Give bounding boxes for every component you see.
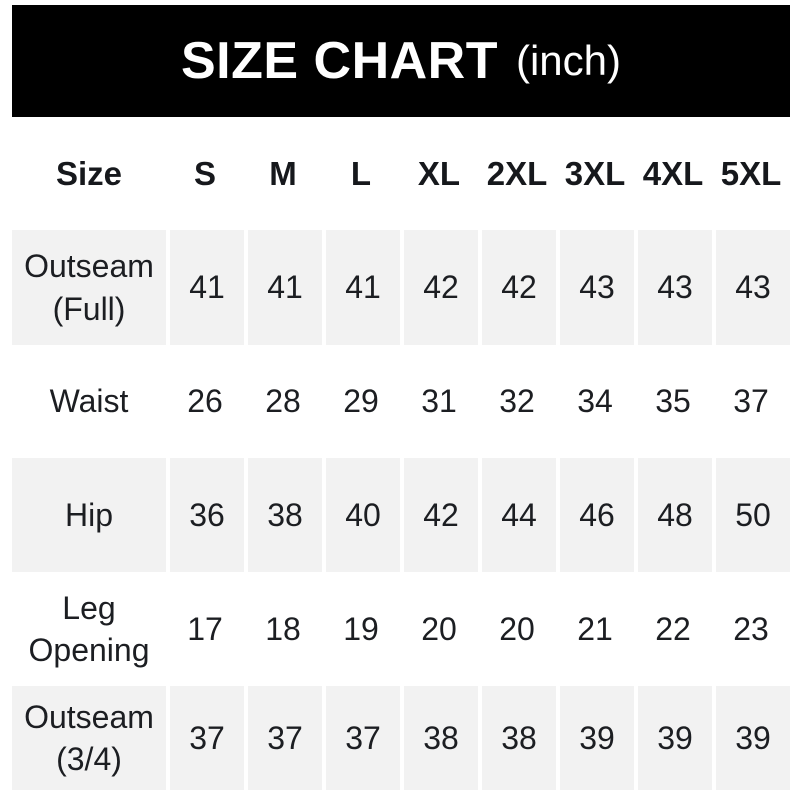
banner-unit-label: (inch)	[515, 37, 622, 84]
column-header-xl: XL	[417, 154, 461, 192]
cell-value: 41	[322, 230, 400, 345]
cell-value: 38	[244, 458, 322, 572]
cell-value: 26	[187, 383, 223, 420]
cell-value: 37	[244, 686, 322, 790]
cell-value: 20	[499, 610, 535, 647]
cell-value: 36	[166, 458, 244, 572]
table-row-hip: Hip 36 38 40 42 44 46 48 50	[12, 458, 790, 572]
cell-value: 29	[343, 383, 379, 420]
table-row-outseam-full: Outseam (Full) 41 41 41 42 42 43 43 43	[12, 230, 790, 345]
banner-title: SIZE CHART	[180, 32, 498, 90]
cell-value: 50	[712, 458, 790, 572]
cell-value: 43	[712, 230, 790, 345]
cell-value: 44	[478, 458, 556, 572]
column-header-s: S	[193, 154, 216, 192]
cell-value: 21	[577, 610, 613, 647]
cell-value: 43	[556, 230, 634, 345]
cell-value: 37	[322, 686, 400, 790]
cell-value: 42	[478, 230, 556, 345]
row-label: Waist	[49, 383, 129, 420]
cell-value: 48	[634, 458, 712, 572]
cell-value: 23	[733, 610, 769, 647]
cell-value: 31	[421, 383, 457, 420]
cell-value: 38	[478, 686, 556, 790]
cell-value: 28	[265, 383, 301, 420]
cell-value: 37	[166, 686, 244, 790]
cell-value: 19	[343, 610, 379, 647]
cell-value: 38	[400, 686, 478, 790]
cell-value: 39	[634, 686, 712, 790]
cell-value: 41	[244, 230, 322, 345]
column-header-m: M	[269, 154, 297, 192]
cell-value: 39	[712, 686, 790, 790]
cell-value: 46	[556, 458, 634, 572]
cell-value: 39	[556, 686, 634, 790]
cell-value: 18	[265, 610, 301, 647]
cell-value: 35	[655, 383, 691, 420]
cell-value: 43	[634, 230, 712, 345]
row-label: Outseam (Full)	[12, 230, 166, 345]
column-header-3xl: 3XL	[564, 154, 626, 192]
cell-value: 42	[400, 230, 478, 345]
column-header-5xl: 5XL	[720, 154, 782, 192]
cell-value: 20	[421, 610, 457, 647]
size-table: Size S M L XL 2XL 3XL 4XL 5XL Outseam (F…	[12, 117, 790, 790]
cell-value: 40	[322, 458, 400, 572]
table-header-row: Size S M L XL 2XL 3XL 4XL 5XL	[12, 117, 790, 230]
cell-value: 32	[499, 383, 535, 420]
cell-value: 42	[400, 458, 478, 572]
cell-value: 41	[166, 230, 244, 345]
column-header-size: Size	[55, 154, 123, 192]
column-header-2xl: 2XL	[486, 154, 548, 192]
cell-value: 34	[577, 383, 613, 420]
cell-value: 17	[187, 610, 223, 647]
table-row-outseam-34: Outseam (3/4) 37 37 37 38 38 39 39 39	[12, 686, 790, 790]
cell-value: 22	[655, 610, 691, 647]
size-chart-banner: SIZE CHART (inch)	[12, 5, 790, 117]
table-row-waist: Waist 26 28 29 31 32 34 35 37	[12, 345, 790, 458]
row-label: Hip	[12, 458, 166, 572]
column-header-l: L	[350, 154, 372, 192]
row-label: Leg Opening	[28, 589, 150, 668]
row-label: Outseam (3/4)	[12, 686, 166, 790]
column-header-4xl: 4XL	[642, 154, 704, 192]
cell-value: 37	[733, 383, 769, 420]
table-row-leg-opening: Leg Opening 17 18 19 20 20 21 22 23	[12, 572, 790, 686]
